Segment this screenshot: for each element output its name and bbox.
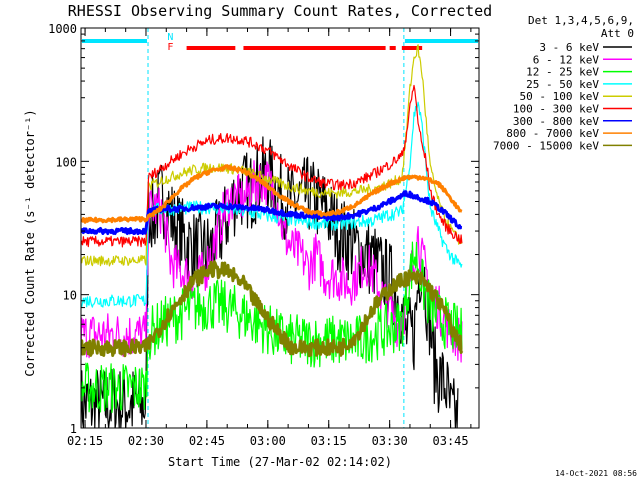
x-tick-label: 03:30 <box>372 434 408 448</box>
x-tick-label: 03:00 <box>250 434 286 448</box>
legend-label: 25 - 50 keV <box>526 78 599 91</box>
legend-label: 3 - 6 keV <box>539 41 599 54</box>
x-tick-label: 02:45 <box>189 434 225 448</box>
series-line <box>81 84 463 248</box>
legend-label: 800 - 7000 keV <box>506 127 599 140</box>
x-tick-label: 02:30 <box>128 434 164 448</box>
y-tick-label: 1000 <box>48 22 77 36</box>
series-line <box>81 190 463 236</box>
x-tick-label: 02:15 <box>67 434 103 448</box>
x-tick-label: 03:45 <box>433 434 469 448</box>
legend-label: 6 - 12 keV <box>533 53 600 66</box>
legend-label: 100 - 300 keV <box>513 103 599 116</box>
y-tick-label: 1 <box>70 422 77 436</box>
series-line <box>81 241 463 414</box>
legend-label: 7000 - 15000 keV <box>493 139 599 152</box>
legend-label: 300 - 800 keV <box>513 115 599 128</box>
flag-label: F <box>167 42 173 53</box>
x-tick-label: 03:15 <box>311 434 347 448</box>
legend-header: Det 1,3,4,5,6,9, Att 0 <box>528 14 634 40</box>
legend-label: 50 - 100 keV <box>520 90 600 103</box>
series-group <box>81 44 464 428</box>
series-line <box>81 44 463 267</box>
plot-frame <box>80 27 480 429</box>
series-line <box>81 101 463 308</box>
flag-label: N <box>167 32 173 43</box>
chart-title: RHESSI Observing Summary Count Rates, Co… <box>68 2 492 20</box>
y-tick-label: 10 <box>63 289 77 303</box>
x-axis-label: Start Time (27-Mar-02 02:14:02) <box>168 455 392 469</box>
footer-date: 14-Oct-2021 08:56 <box>555 469 637 478</box>
series-line <box>81 164 463 224</box>
y-tick-label: 100 <box>55 155 77 169</box>
legend-header-line: Att 0 <box>601 27 634 40</box>
legend-label: 12 - 25 keV <box>526 66 599 79</box>
legend-header-line: Det 1,3,4,5,6,9, <box>528 14 634 27</box>
y-axis-label: Corrected Count Rate (s⁻¹ detector⁻¹) <box>23 109 37 376</box>
series-line <box>81 260 464 358</box>
